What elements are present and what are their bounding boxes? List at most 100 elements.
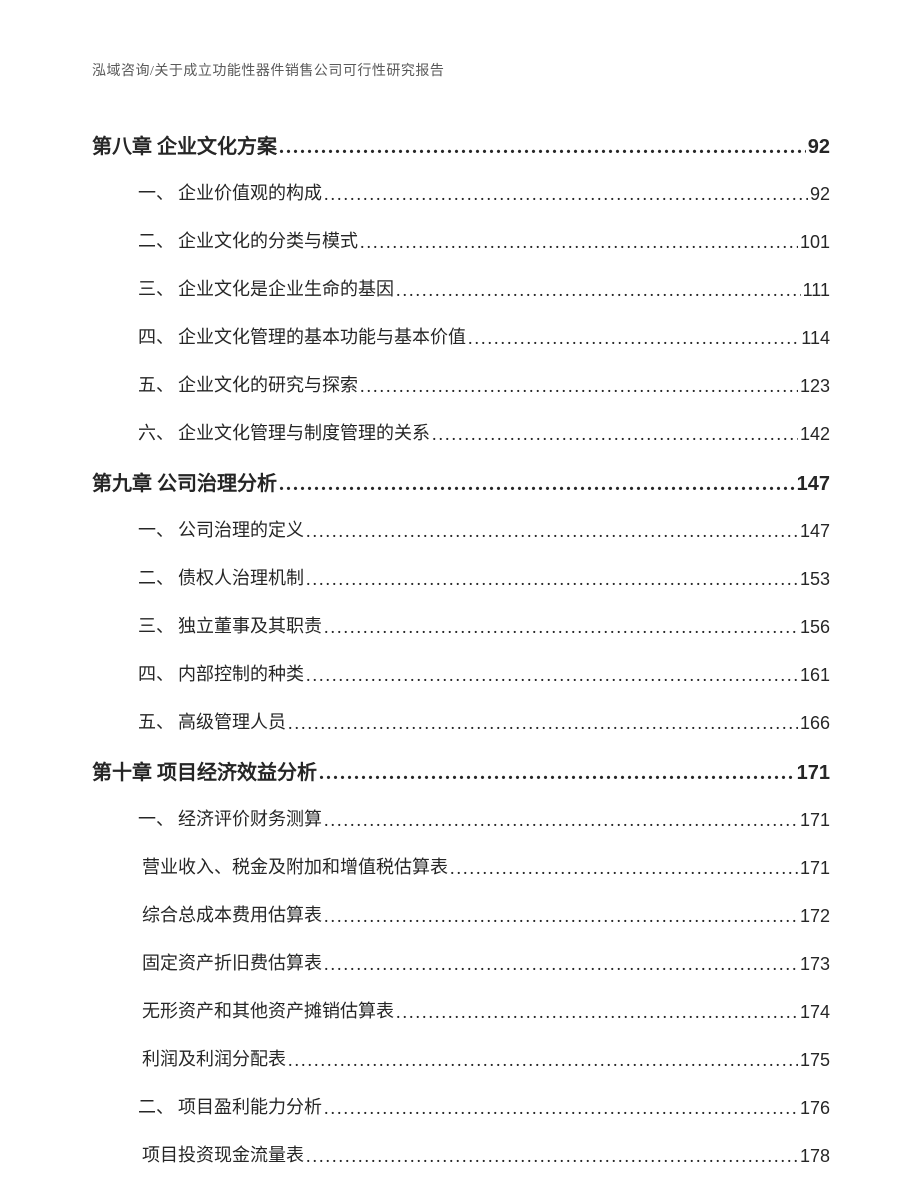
item-title: 企业文化的分类与模式: [178, 227, 358, 253]
toc-sub: 项目投资现金流量表 178: [90, 1141, 830, 1167]
leader-dots: [306, 521, 798, 542]
page-header: 泓域咨询/关于成立功能性器件销售公司可行性研究报告: [90, 60, 830, 80]
leader-dots: [279, 473, 795, 496]
toc-sub: 二、 项目盈利能力分析 176: [90, 1093, 830, 1119]
page-number: 175: [800, 1050, 830, 1071]
ordinal: 一、: [138, 179, 174, 205]
ordinal: 五、: [138, 371, 174, 397]
toc-sub: 营业收入、税金及附加和增值税估算表 171: [90, 853, 830, 879]
ordinal: 一、: [138, 516, 174, 542]
leader-dots: [360, 376, 798, 397]
toc-sub: 四、 企业文化管理的基本功能与基本价值 114: [90, 323, 830, 349]
item-title: 企业文化管理的基本功能与基本价值: [178, 323, 466, 349]
leader-dots: [306, 1146, 798, 1167]
item-title: 经济评价财务测算: [178, 805, 322, 831]
leader-dots: [324, 810, 798, 831]
toc-sub: 五、 企业文化的研究与探索 123: [90, 371, 830, 397]
item-title: 利润及利润分配表: [142, 1045, 286, 1071]
leader-dots: [432, 424, 798, 445]
page-number: 171: [800, 858, 830, 879]
toc-sub: 五、 高级管理人员 166: [90, 708, 830, 734]
chapter-label: 第八章 企业文化方案: [92, 130, 277, 159]
toc-sub: 一、 公司治理的定义 147: [90, 516, 830, 542]
ordinal: 五、: [138, 708, 174, 734]
ordinal: 一、: [138, 805, 174, 831]
toc-sub: 四、 内部控制的种类 161: [90, 660, 830, 686]
page-number: 147: [797, 473, 830, 496]
item-title: 无形资产和其他资产摊销估算表: [142, 997, 394, 1023]
toc-chapter: 第八章 企业文化方案 92: [90, 130, 830, 159]
toc-sub: 固定资产折旧费估算表 173: [90, 949, 830, 975]
leader-dots: [288, 1050, 798, 1071]
page-number: 114: [801, 328, 830, 349]
page-number: 166: [800, 713, 830, 734]
toc-sub: 二、 企业文化的分类与模式 101: [90, 227, 830, 253]
page-number: 123: [800, 376, 830, 397]
leader-dots: [306, 665, 798, 686]
item-title: 债权人治理机制: [178, 564, 304, 590]
toc-sub: 综合总成本费用估算表 172: [90, 901, 830, 927]
item-title: 企业价值观的构成: [178, 179, 322, 205]
toc-chapter: 第九章 公司治理分析 147: [90, 467, 830, 496]
page-number: 178: [800, 1146, 830, 1167]
item-title: 项目盈利能力分析: [178, 1093, 322, 1119]
item-title: 高级管理人员: [178, 708, 286, 734]
toc-sub: 六、 企业文化管理与制度管理的关系 142: [90, 419, 830, 445]
leader-dots: [360, 232, 798, 253]
ordinal: 二、: [138, 227, 174, 253]
leader-dots: [324, 954, 798, 975]
toc-chapter: 第十章 项目经济效益分析 171: [90, 756, 830, 785]
page-number: 92: [808, 136, 830, 159]
leader-dots: [324, 1098, 798, 1119]
item-title: 企业文化的研究与探索: [178, 371, 358, 397]
toc-sub: 二、 债权人治理机制 153: [90, 564, 830, 590]
item-title: 公司治理的定义: [178, 516, 304, 542]
leader-dots: [279, 136, 806, 159]
item-title: 内部控制的种类: [178, 660, 304, 686]
toc-sub: 一、 经济评价财务测算 171: [90, 805, 830, 831]
item-title: 企业文化是企业生命的基因: [178, 275, 394, 301]
page-number: 142: [800, 424, 830, 445]
leader-dots: [319, 762, 795, 785]
leader-dots: [450, 858, 798, 879]
document-page: 泓域咨询/关于成立功能性器件销售公司可行性研究报告 第八章 企业文化方案 92 …: [0, 0, 920, 1191]
page-number: 111: [803, 280, 830, 301]
ordinal: 三、: [138, 275, 174, 301]
toc-sub: 无形资产和其他资产摊销估算表 174: [90, 997, 830, 1023]
chapter-label: 第十章 项目经济效益分析: [92, 756, 317, 785]
item-title: 企业文化管理与制度管理的关系: [178, 419, 430, 445]
page-number: 176: [800, 1098, 830, 1119]
toc-sub: 利润及利润分配表 175: [90, 1045, 830, 1071]
ordinal: 四、: [138, 660, 174, 686]
ordinal: 四、: [138, 323, 174, 349]
page-number: 171: [800, 810, 830, 831]
item-title: 综合总成本费用估算表: [142, 901, 322, 927]
page-number: 161: [800, 665, 830, 686]
leader-dots: [324, 184, 808, 205]
toc-sub: 三、 独立董事及其职责 156: [90, 612, 830, 638]
page-number: 92: [810, 184, 830, 205]
ordinal: 三、: [138, 612, 174, 638]
leader-dots: [468, 328, 799, 349]
toc-sub: 一、 企业价值观的构成 92: [90, 179, 830, 205]
page-number: 147: [800, 521, 830, 542]
item-title: 固定资产折旧费估算表: [142, 949, 322, 975]
leader-dots: [288, 713, 798, 734]
item-title: 营业收入、税金及附加和增值税估算表: [142, 853, 448, 879]
leader-dots: [324, 617, 798, 638]
ordinal: 二、: [138, 1093, 174, 1119]
page-number: 156: [800, 617, 830, 638]
item-title: 项目投资现金流量表: [142, 1141, 304, 1167]
leader-dots: [324, 906, 798, 927]
page-number: 172: [800, 906, 830, 927]
leader-dots: [396, 280, 801, 301]
leader-dots: [306, 569, 798, 590]
page-number: 174: [800, 1002, 830, 1023]
ordinal: 二、: [138, 564, 174, 590]
page-number: 101: [800, 232, 830, 253]
page-number: 171: [797, 762, 830, 785]
leader-dots: [396, 1002, 798, 1023]
chapter-label: 第九章 公司治理分析: [92, 467, 277, 496]
page-number: 153: [800, 569, 830, 590]
page-number: 173: [800, 954, 830, 975]
